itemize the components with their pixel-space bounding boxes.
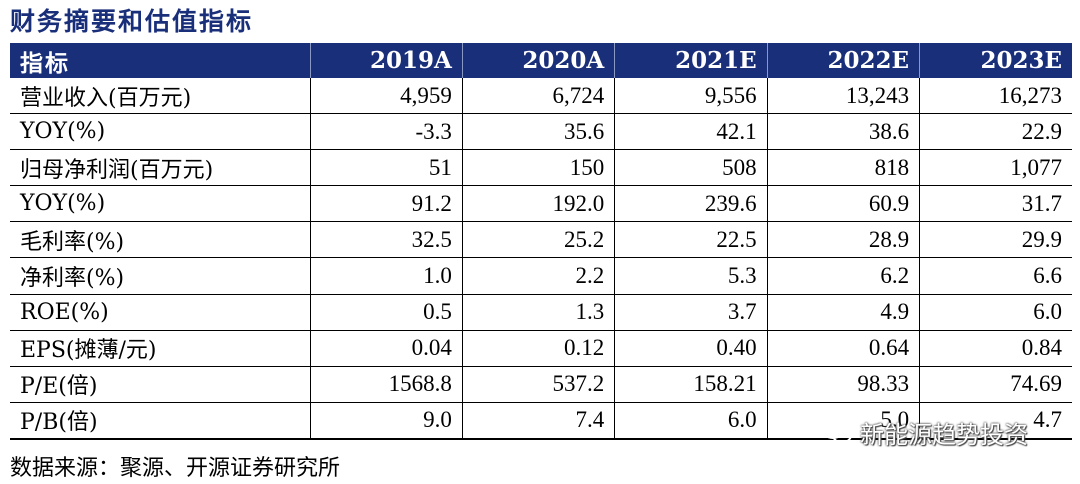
table-cell: 239.6	[614, 185, 768, 223]
table-cell: 0.5	[309, 294, 463, 331]
table-cell: 35.6	[461, 113, 615, 151]
table-cell: -3.3	[309, 113, 463, 151]
table-cell: 38.6	[766, 113, 920, 151]
table-cell: 91.2	[309, 185, 463, 223]
row-label: ROE(%)	[10, 294, 310, 331]
table-row: 归母净利润(百万元) 51 150 508 818 1,077	[10, 149, 1072, 187]
row-label: P/B(倍)	[10, 402, 310, 440]
table-cell: 98.33	[766, 366, 920, 403]
table-cell: 150	[461, 149, 615, 187]
header-2019a: 2019A	[309, 43, 463, 78]
table-row: YOY(%) -3.3 35.6 42.1 38.6 22.9	[10, 113, 1072, 151]
table-cell: 1.0	[309, 257, 463, 295]
table-header-row: 指标 2019A 2020A 2021E 2022E 2023E	[10, 43, 1072, 78]
table-cell: 74.69	[919, 366, 1072, 403]
watermark-text: 新能源趋势投资	[860, 420, 1028, 449]
table-cell: 16,273	[919, 78, 1072, 115]
table-cell: 7.4	[461, 402, 615, 440]
table-cell: 6.6	[919, 257, 1072, 295]
table-cell: 22.9	[919, 113, 1072, 151]
row-label: 净利率(%)	[10, 257, 310, 295]
table-cell: 537.2	[461, 366, 615, 403]
table-cell: 0.84	[919, 330, 1072, 367]
wechat-icon	[821, 419, 852, 444]
table-cell: 6,724	[461, 78, 615, 115]
data-source-note: 数据来源：聚源、开源证券研究所	[10, 456, 341, 481]
table-cell: 6.0	[614, 402, 768, 440]
table-cell: 3.7	[614, 294, 768, 331]
table-cell: 0.64	[766, 330, 920, 367]
table-cell: 60.9	[766, 185, 920, 223]
table-row: 营业收入(百万元) 4,959 6,724 9,556 13,243 16,27…	[10, 78, 1072, 115]
table-cell: 4.7	[919, 402, 1072, 440]
table-cell: 5.3	[614, 257, 768, 295]
table-cell: 508	[614, 149, 768, 187]
header-2023e: 2023E	[919, 43, 1072, 78]
table-cell: 1.3	[461, 294, 615, 331]
table-row: P/E(倍) 1568.8 537.2 158.21 98.33 74.69	[10, 366, 1072, 403]
table-cell: 51	[309, 149, 463, 187]
table-cell: 4.9	[766, 294, 920, 331]
table-row: YOY(%) 91.2 192.0 239.6 60.9 31.7	[10, 185, 1072, 223]
row-label: 营业收入(百万元)	[10, 78, 310, 115]
table-cell: 9,556	[614, 78, 768, 115]
financial-summary-table: 指标 2019A 2020A 2021E 2022E 2023E 营业收入(百万…	[10, 43, 1072, 440]
table-cell: 22.5	[614, 221, 768, 259]
table-cell: 1,077	[919, 149, 1072, 187]
table-cell: 31.7	[919, 185, 1072, 223]
row-label: 毛利率(%)	[10, 221, 310, 259]
row-label: P/E(倍)	[10, 366, 310, 403]
table-cell: 158.21	[614, 366, 768, 403]
table-row: 毛利率(%) 32.5 25.2 22.5 28.9 29.9	[10, 221, 1072, 259]
table-cell: 0.40	[614, 330, 768, 367]
header-2022e: 2022E	[766, 43, 920, 78]
table-row: ROE(%) 0.5 1.3 3.7 4.9 6.0	[10, 294, 1072, 331]
table-cell: 28.9	[766, 221, 920, 259]
watermark: 新能源趋势投资	[820, 412, 1028, 452]
table-cell: 0.04	[309, 330, 463, 367]
table-row: 净利率(%) 1.0 2.2 5.3 6.2 6.6	[10, 257, 1072, 295]
table-cell: 9.0	[309, 402, 463, 440]
table-cell: 42.1	[614, 113, 768, 151]
row-label: YOY(%)	[10, 113, 310, 151]
table-cell: 2.2	[461, 257, 615, 295]
table-cell: 192.0	[461, 185, 615, 223]
header-indicator: 指标	[10, 43, 310, 78]
table-cell: 25.2	[461, 221, 615, 259]
row-label: 归母净利润(百万元)	[10, 149, 310, 187]
header-2021e: 2021E	[614, 43, 768, 78]
table-cell: 6.2	[766, 257, 920, 295]
row-label: EPS(摊薄/元)	[10, 330, 310, 367]
table-cell: 32.5	[309, 221, 463, 259]
table-cell: 4,959	[309, 78, 463, 115]
header-2020a: 2020A	[461, 43, 615, 78]
page-title: 财务摘要和估值指标	[10, 7, 254, 36]
table-cell: 29.9	[919, 221, 1072, 259]
table-cell: 818	[766, 149, 920, 187]
table-cell: 6.0	[919, 294, 1072, 331]
table-cell: 0.12	[461, 330, 615, 367]
table-row: EPS(摊薄/元) 0.04 0.12 0.40 0.64 0.84	[10, 330, 1072, 367]
table-cell: 1568.8	[309, 366, 463, 403]
table-cell: 13,243	[766, 78, 920, 115]
row-label: YOY(%)	[10, 185, 310, 223]
